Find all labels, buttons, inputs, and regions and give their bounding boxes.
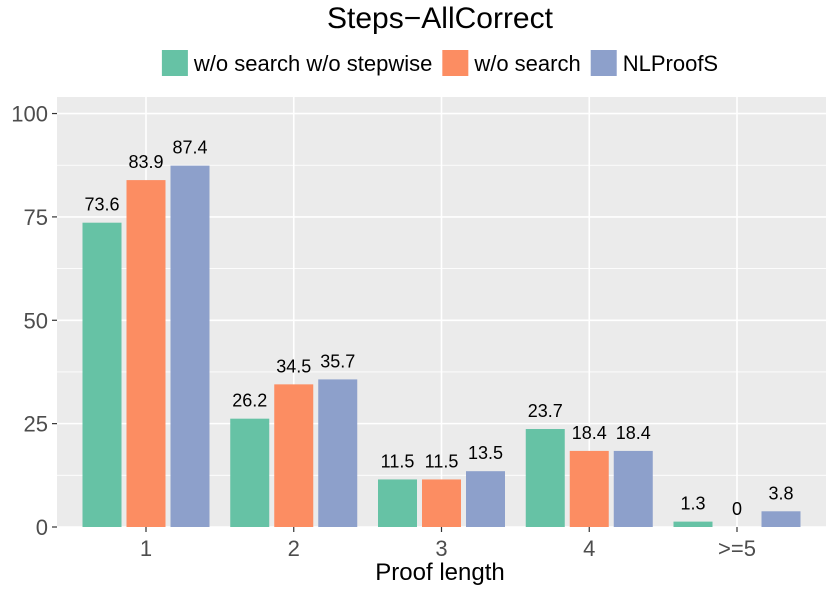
bar-value-label: 0 xyxy=(732,499,742,519)
legend-swatch xyxy=(161,50,188,76)
y-tick-label: 100 xyxy=(11,102,48,127)
bar-value-label: 11.5 xyxy=(381,451,415,471)
bar xyxy=(274,384,314,527)
bar-value-label: 87.4 xyxy=(172,138,207,158)
bar-value-label: 23.7 xyxy=(528,401,563,421)
x-tick-label: 2 xyxy=(288,536,300,561)
y-tick-label: 0 xyxy=(36,515,48,540)
x-tick-label: >=5 xyxy=(718,536,756,561)
bar xyxy=(466,471,505,527)
y-tick-label: 50 xyxy=(24,308,48,333)
bar-value-label: 73.6 xyxy=(84,195,119,215)
bar xyxy=(82,222,122,527)
bar xyxy=(230,418,270,527)
bar-value-label: 11.5 xyxy=(425,451,459,471)
x-tick-label: 4 xyxy=(583,536,595,561)
bar xyxy=(569,450,609,527)
y-axis: 0 25 50 75 100 xyxy=(11,102,57,540)
x-axis: 1 2 3 4 >=5 xyxy=(140,527,756,561)
bar-value-label: 83.9 xyxy=(128,152,163,172)
legend-label: w/o search xyxy=(473,51,580,76)
bar-value-label: 18.4 xyxy=(572,423,607,443)
bar xyxy=(378,479,417,527)
x-tick-label: 3 xyxy=(435,536,447,561)
x-axis-label: Proof length xyxy=(375,559,504,586)
bar-value-label: 34.5 xyxy=(276,356,311,376)
y-tick-label: 75 xyxy=(24,205,48,230)
legend-swatch xyxy=(590,50,617,76)
bar xyxy=(761,511,801,527)
bar xyxy=(318,379,358,527)
bar-value-labels: 73.6 26.2 11.5 23.7 1.3 83.9 34.5 11.5 18.4 0 87.4… xyxy=(84,138,793,519)
bar xyxy=(673,521,713,527)
legend-label: w/o search w/o stepwise xyxy=(193,51,432,76)
bar-value-label: 35.7 xyxy=(320,351,355,371)
bar xyxy=(613,450,653,527)
legend-swatch xyxy=(442,50,469,76)
bar xyxy=(126,180,166,527)
bar-value-label: 26.2 xyxy=(232,391,267,411)
chart-title: Steps−AllCorrect xyxy=(327,2,554,35)
bar-value-label: 1.3 xyxy=(680,494,705,514)
bar-value-label: 3.8 xyxy=(768,483,793,503)
y-tick-label: 25 xyxy=(24,412,48,437)
bar xyxy=(170,165,210,527)
bar-value-label: 18.4 xyxy=(616,423,651,443)
x-tick-label: 1 xyxy=(140,536,152,561)
bar-value-label: 13.5 xyxy=(468,443,503,463)
bar xyxy=(525,429,565,527)
bars xyxy=(82,165,801,527)
bar xyxy=(422,479,461,527)
legend: w/o search w/o stepwise w/o search NLProof… xyxy=(161,50,718,76)
legend-label: NLProofS xyxy=(623,51,718,76)
